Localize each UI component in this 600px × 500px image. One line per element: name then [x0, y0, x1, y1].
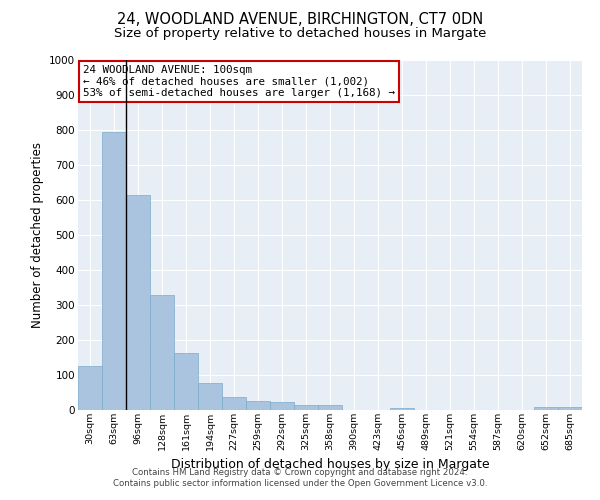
Text: Size of property relative to detached houses in Margate: Size of property relative to detached ho… — [114, 28, 486, 40]
Bar — [558, 407, 582, 410]
Y-axis label: Number of detached properties: Number of detached properties — [31, 142, 44, 328]
Bar — [222, 396, 246, 410]
Bar — [126, 194, 150, 410]
Bar — [318, 405, 342, 410]
Bar — [294, 405, 318, 410]
Bar — [246, 401, 270, 410]
Text: 24 WOODLAND AVENUE: 100sqm
← 46% of detached houses are smaller (1,002)
53% of s: 24 WOODLAND AVENUE: 100sqm ← 46% of deta… — [83, 66, 395, 98]
Bar — [390, 408, 414, 410]
X-axis label: Distribution of detached houses by size in Margate: Distribution of detached houses by size … — [170, 458, 490, 471]
Text: 24, WOODLAND AVENUE, BIRCHINGTON, CT7 0DN: 24, WOODLAND AVENUE, BIRCHINGTON, CT7 0D… — [117, 12, 483, 28]
Bar — [78, 366, 102, 410]
Bar — [534, 407, 558, 410]
Text: Contains HM Land Registry data © Crown copyright and database right 2024.
Contai: Contains HM Land Registry data © Crown c… — [113, 468, 487, 487]
Bar — [150, 295, 174, 410]
Bar — [174, 354, 198, 410]
Bar — [198, 382, 222, 410]
Bar — [270, 402, 294, 410]
Bar — [102, 132, 126, 410]
